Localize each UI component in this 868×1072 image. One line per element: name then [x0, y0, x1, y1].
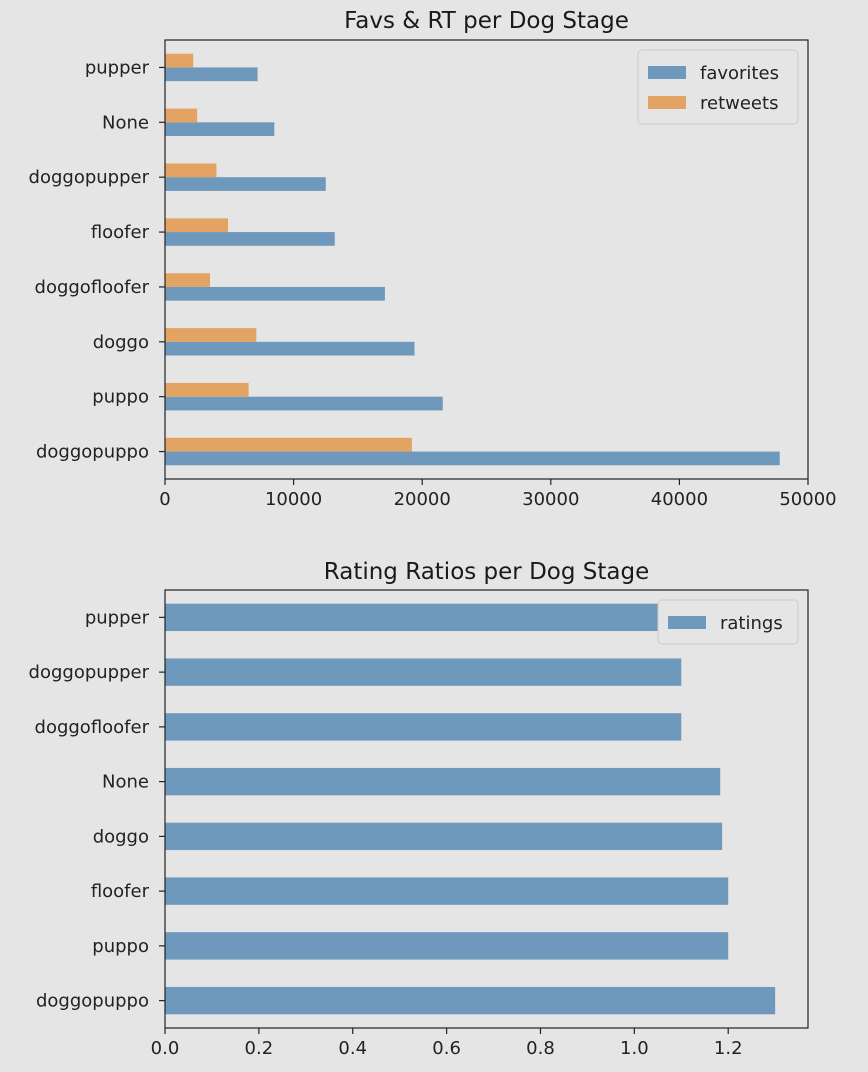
rating-ratios-chart: Rating Ratios per Dog Stagedoggopuppopup… — [29, 559, 809, 1059]
legend: ratings — [657, 599, 799, 645]
y-tick-label: floofer — [91, 881, 150, 902]
x-tick-label: 0.8 — [526, 1038, 555, 1059]
bar-ratings-doggopuppo — [165, 986, 776, 1015]
x-tick-label: 30000 — [522, 489, 579, 510]
bar-favorites-doggo — [165, 341, 415, 356]
y-tick-label: doggopuppo — [36, 991, 149, 1012]
y-tick-label: doggopupper — [29, 662, 150, 683]
legend: favorites retweets — [637, 49, 799, 125]
bar-ratings-puppo — [165, 932, 729, 960]
legend-label-favorites: favorites — [700, 63, 779, 84]
y-tick-label: doggofloofer — [35, 717, 150, 738]
bar-favorites-none — [165, 122, 275, 137]
y-tick-label: doggopuppo — [36, 442, 149, 463]
bar-favorites-floofer — [165, 232, 335, 246]
legend-swatch-retweets — [648, 96, 686, 109]
bar-favorites-pupper — [165, 67, 258, 82]
bar-ratings-floofer — [165, 877, 729, 905]
bar-ratings-none — [165, 767, 721, 796]
legend-swatch-ratings — [668, 616, 706, 629]
bar-favorites-doggopupper — [165, 177, 326, 191]
y-tick-label: doggo — [93, 332, 149, 353]
y-tick-label: None — [102, 112, 149, 133]
y-tick-label: pupper — [85, 57, 150, 78]
y-tick-label: pupper — [85, 607, 150, 628]
favs-rt-chart: Favs & RT per Dog Stage doggopuppo puppo do… — [29, 8, 837, 510]
y-tick-label: doggofloofer — [35, 277, 150, 298]
bar-ratings-pupper — [165, 603, 684, 632]
x-tick-label: 40000 — [651, 489, 708, 510]
bar-ratings-doggofloofer — [165, 713, 682, 741]
bar-retweets-puppo — [165, 382, 249, 397]
y-tick-label: None — [102, 772, 149, 793]
x-tick-label: 0.0 — [151, 1038, 180, 1059]
y-tick-label: puppo — [92, 936, 149, 957]
x-tick-label: 0 — [159, 489, 170, 510]
bar-retweets-doggo — [165, 328, 257, 342]
bar-retweets-doggofloofer — [165, 273, 211, 287]
bar-retweets-floofer — [165, 218, 229, 233]
chart-title: Favs & RT per Dog Stage — [344, 8, 629, 34]
x-tick-label: 0.6 — [432, 1038, 461, 1059]
legend-label-ratings: ratings — [720, 613, 783, 634]
bar-favorites-doggopuppo — [165, 451, 780, 466]
y-tick-label: floofer — [91, 222, 150, 243]
x-tick-label: 50000 — [779, 489, 836, 510]
chart-title: Rating Ratios per Dog Stage — [324, 559, 649, 585]
legend-box — [657, 599, 799, 645]
bar-retweets-none — [165, 108, 198, 123]
bar-retweets-doggopupper — [165, 163, 217, 178]
legend-label-retweets: retweets — [700, 93, 778, 114]
legend-swatch-favorites — [648, 66, 686, 79]
x-tick-label: 1.0 — [620, 1038, 649, 1059]
bar-ratings-doggopupper — [165, 658, 682, 686]
x-tick-label: 10000 — [265, 489, 322, 510]
bar-favorites-puppo — [165, 396, 443, 411]
x-tick-label: 0.2 — [245, 1038, 274, 1059]
x-tick-label: 20000 — [394, 489, 451, 510]
x-tick-label: 0.4 — [338, 1038, 367, 1059]
bar-retweets-pupper — [165, 53, 194, 68]
bar-favorites-doggofloofer — [165, 286, 385, 301]
bar-ratings-doggo — [165, 822, 723, 851]
x-tick-label: 1.2 — [714, 1038, 743, 1059]
plot-frame — [164, 39, 809, 480]
plot-frame — [164, 589, 809, 1029]
y-tick-label: puppo — [92, 387, 149, 408]
y-tick-label: doggopupper — [29, 167, 150, 188]
bar-retweets-doggopuppo — [165, 437, 412, 452]
y-tick-label: doggo — [93, 826, 149, 847]
